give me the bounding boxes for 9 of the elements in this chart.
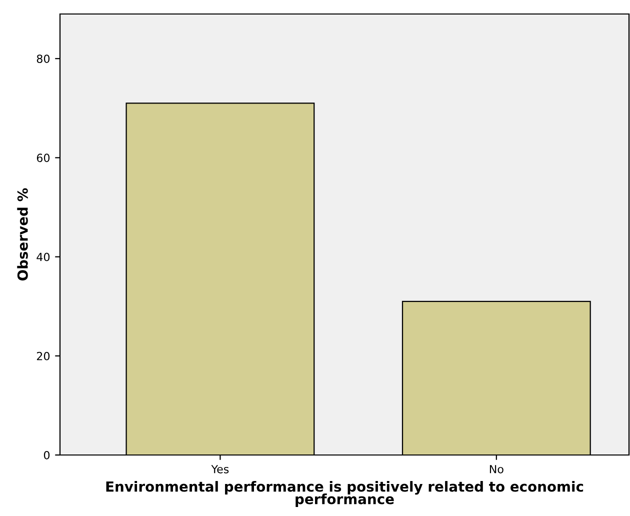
y-axis-title: Observed % bbox=[17, 188, 28, 281]
y-tick-label: 40 bbox=[36, 252, 50, 262]
x-tick-label: No bbox=[490, 465, 504, 474]
y-tick-label: 60 bbox=[36, 154, 50, 162]
x-axis-title: Environmental performance is positively related to economic performance bbox=[106, 481, 584, 507]
y-tick-label: 20 bbox=[36, 352, 50, 360]
y-tick-label: 0 bbox=[44, 450, 50, 460]
x-tick-label: Yes bbox=[211, 465, 229, 474]
y-tick-label: 80 bbox=[36, 54, 50, 63]
